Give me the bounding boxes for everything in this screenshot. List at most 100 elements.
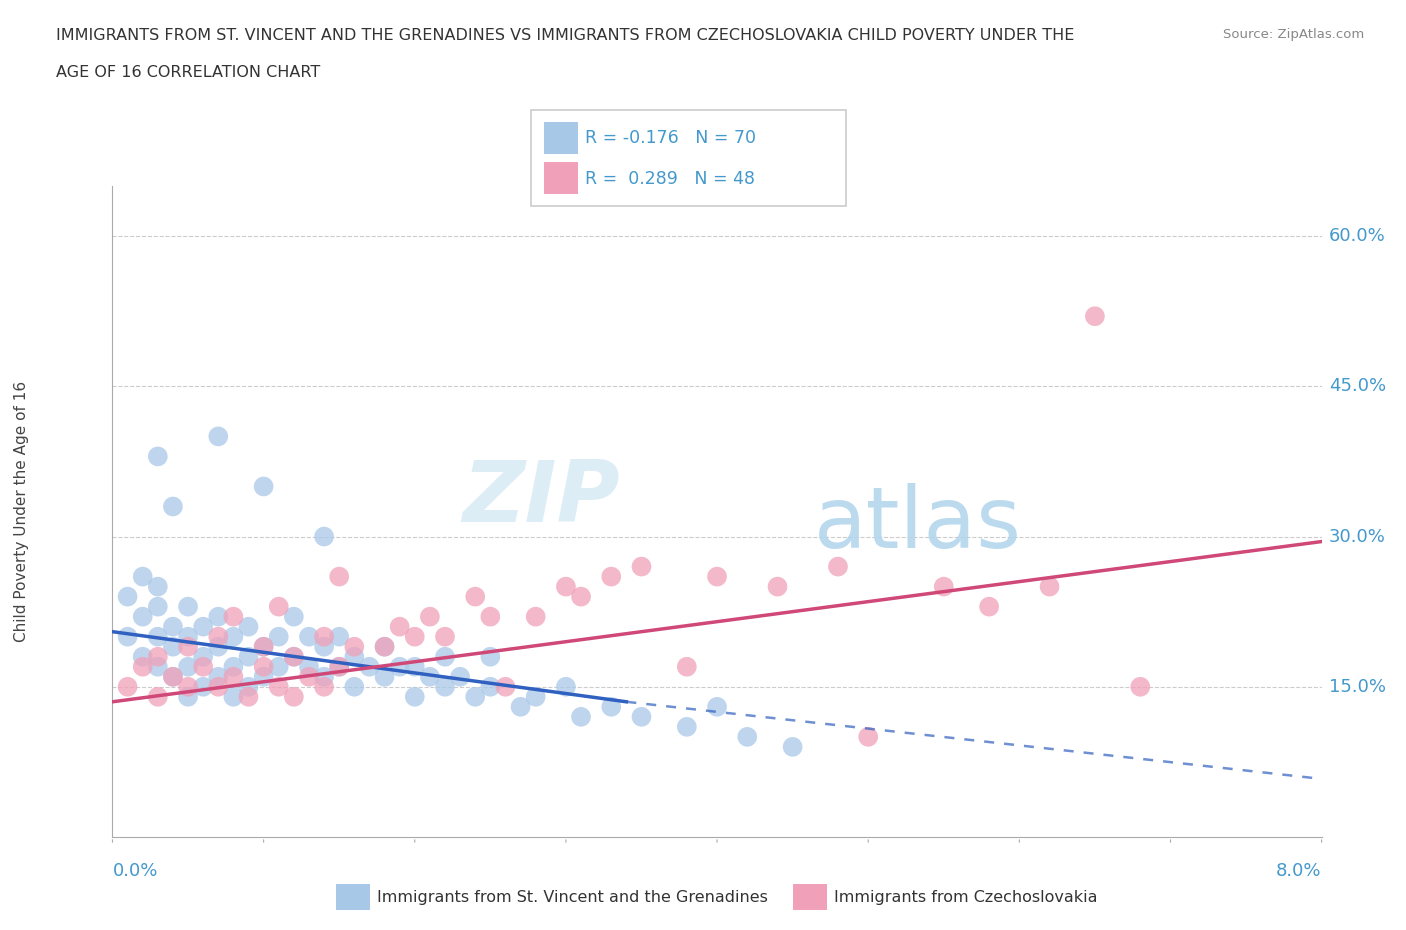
Point xyxy=(146,579,169,594)
Text: atlas: atlas xyxy=(814,483,1022,566)
Point xyxy=(132,609,155,624)
Point xyxy=(600,569,623,584)
Point xyxy=(132,649,155,664)
Point xyxy=(312,679,335,694)
Point xyxy=(177,659,200,674)
Point xyxy=(932,579,955,594)
Point xyxy=(146,689,169,704)
Point xyxy=(283,609,305,624)
Point xyxy=(146,659,169,674)
Point xyxy=(359,659,381,674)
Point xyxy=(419,670,441,684)
Point xyxy=(267,599,290,614)
Point xyxy=(222,609,245,624)
Point xyxy=(162,670,184,684)
Text: 0.0%: 0.0% xyxy=(112,862,157,880)
Point xyxy=(433,649,456,664)
Text: ZIP: ZIP xyxy=(463,457,620,540)
Point xyxy=(312,670,335,684)
Point xyxy=(328,630,350,644)
Point xyxy=(312,630,335,644)
Point xyxy=(737,729,759,744)
Point xyxy=(600,699,623,714)
Point xyxy=(524,609,547,624)
Point xyxy=(298,670,321,684)
Point xyxy=(675,659,697,674)
Point xyxy=(373,639,396,654)
Point xyxy=(146,630,169,644)
Point xyxy=(449,670,471,684)
Point xyxy=(404,689,426,704)
Point xyxy=(328,569,350,584)
Point xyxy=(253,639,276,654)
Point xyxy=(222,689,245,704)
Point xyxy=(222,659,245,674)
Point xyxy=(328,659,350,674)
Point xyxy=(117,590,139,604)
Point xyxy=(1129,679,1152,694)
Text: Immigrants from St. Vincent and the Grenadines: Immigrants from St. Vincent and the Gren… xyxy=(377,890,768,905)
Text: 45.0%: 45.0% xyxy=(1329,378,1386,395)
Point xyxy=(766,579,789,594)
Text: R = -0.176   N = 70: R = -0.176 N = 70 xyxy=(585,128,756,147)
Point xyxy=(162,499,184,514)
Text: 60.0%: 60.0% xyxy=(1329,227,1385,246)
Point xyxy=(132,569,155,584)
Point xyxy=(253,670,276,684)
Point xyxy=(222,630,245,644)
Point xyxy=(373,639,396,654)
Point xyxy=(569,590,592,604)
Point xyxy=(207,670,229,684)
Point xyxy=(1084,309,1107,324)
Text: 8.0%: 8.0% xyxy=(1277,862,1322,880)
Point xyxy=(343,679,366,694)
Point xyxy=(177,689,200,704)
Point xyxy=(191,679,215,694)
Point xyxy=(222,670,245,684)
Point xyxy=(979,599,1001,614)
Point xyxy=(267,679,290,694)
Point xyxy=(856,729,880,744)
Point xyxy=(191,659,215,674)
Point xyxy=(404,630,426,644)
Point xyxy=(479,679,502,694)
Text: 15.0%: 15.0% xyxy=(1329,678,1386,696)
Point xyxy=(495,679,517,694)
Point xyxy=(328,659,350,674)
Point xyxy=(177,679,200,694)
Point xyxy=(1038,579,1062,594)
Point xyxy=(207,679,229,694)
Point xyxy=(177,599,200,614)
Point xyxy=(373,670,396,684)
Point xyxy=(207,609,229,624)
Point xyxy=(433,630,456,644)
Point xyxy=(388,619,411,634)
Text: R =  0.289   N = 48: R = 0.289 N = 48 xyxy=(585,169,755,188)
Point xyxy=(238,649,260,664)
Point xyxy=(177,639,200,654)
Point xyxy=(283,689,305,704)
Point xyxy=(253,639,276,654)
Point xyxy=(238,679,260,694)
Point xyxy=(191,649,215,664)
Point xyxy=(479,609,502,624)
Point xyxy=(464,689,486,704)
Point xyxy=(177,630,200,644)
Point xyxy=(782,739,804,754)
Point xyxy=(630,559,652,574)
Point xyxy=(298,659,321,674)
Point xyxy=(162,639,184,654)
Text: AGE OF 16 CORRELATION CHART: AGE OF 16 CORRELATION CHART xyxy=(56,65,321,80)
Point xyxy=(267,630,290,644)
Point xyxy=(207,639,229,654)
Point xyxy=(569,710,592,724)
Point xyxy=(117,630,139,644)
Text: Child Poverty Under the Age of 16: Child Poverty Under the Age of 16 xyxy=(14,381,28,642)
Point xyxy=(630,710,652,724)
Point xyxy=(238,619,260,634)
Point xyxy=(191,619,215,634)
Point xyxy=(267,659,290,674)
Text: 30.0%: 30.0% xyxy=(1329,527,1385,546)
Point xyxy=(343,649,366,664)
Point xyxy=(706,569,728,584)
